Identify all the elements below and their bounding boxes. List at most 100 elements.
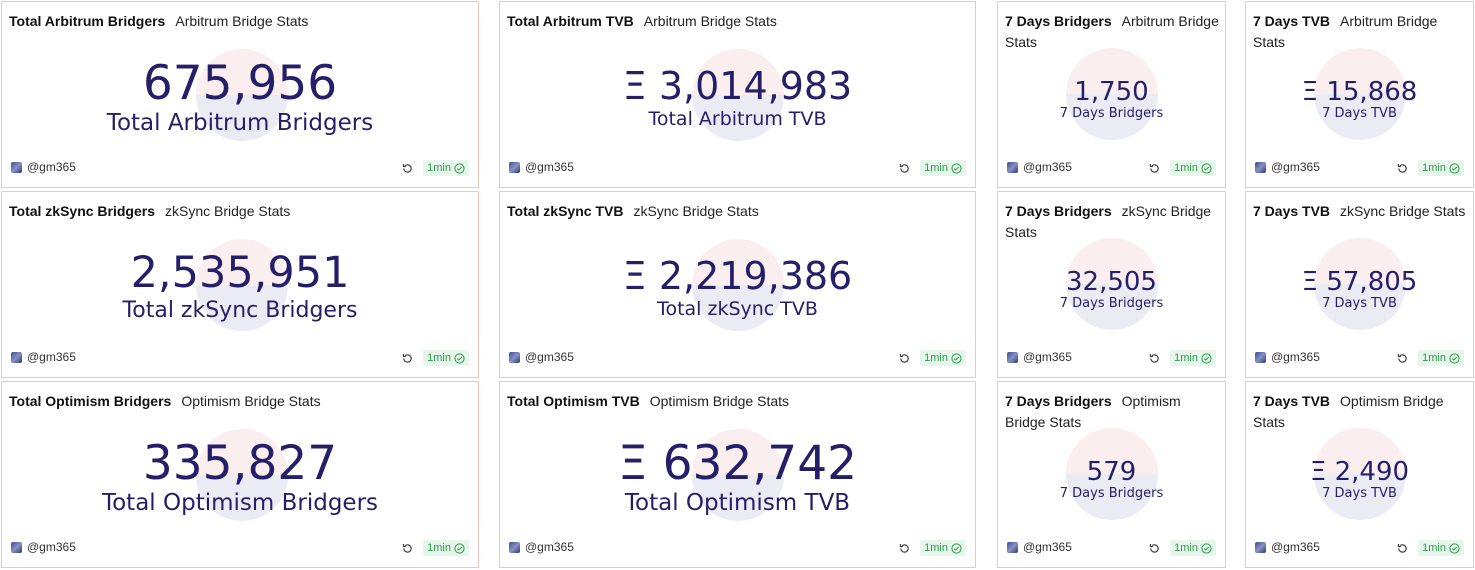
stat-card[interactable]: 7 Days Bridgers zkSync Bridge Stats 32,50…	[997, 191, 1226, 378]
author-name: @gm365	[525, 160, 574, 174]
stat-card[interactable]: 7 Days TVB Optimism Bridge Stats Ξ 2,490 …	[1245, 381, 1474, 568]
card-title: 7 Days TVB	[1253, 393, 1331, 409]
author[interactable]: @gm365	[1007, 350, 1072, 364]
card-footer: @gm365 1min	[1255, 350, 1464, 368]
stat-label: 7 Days TVB	[1322, 106, 1397, 121]
refresh-icon[interactable]	[401, 352, 414, 365]
stat-card[interactable]: 7 Days Bridgers Optimism Bridge Stats 579…	[997, 381, 1226, 568]
card-footer: @gm365 1min	[11, 160, 469, 178]
check-circle-icon	[1201, 352, 1212, 364]
author-name: @gm365	[1271, 350, 1320, 364]
author[interactable]: @gm365	[1255, 540, 1320, 554]
author[interactable]: @gm365	[11, 350, 76, 364]
card-title: 7 Days Bridgers	[1005, 203, 1112, 219]
refresh-icon[interactable]	[898, 162, 911, 175]
author-name: @gm365	[27, 350, 76, 364]
author[interactable]: @gm365	[509, 540, 574, 554]
card-footer: @gm365 1min	[11, 350, 469, 368]
card-subtitle: Arbitrum Bridge Stats	[643, 13, 777, 29]
refresh-icon[interactable]	[1396, 542, 1409, 555]
stat-label: 7 Days TVB	[1322, 296, 1397, 311]
avatar	[509, 161, 520, 173]
card-footer: @gm365 1min	[509, 350, 966, 368]
author[interactable]: @gm365	[11, 160, 76, 174]
backdrop-circle	[196, 239, 288, 331]
stat-value: Ξ 3,014,983	[622, 64, 853, 108]
refresh-icon[interactable]	[401, 542, 414, 555]
card-header: 7 Days TVB Arbitrum Bridge Stats	[1253, 11, 1467, 53]
author-name: @gm365	[525, 350, 574, 364]
refresh-interval: 1min	[1422, 542, 1446, 554]
author[interactable]: @gm365	[509, 160, 574, 174]
refresh-badge: 1min	[920, 540, 966, 556]
refresh-interval: 1min	[427, 542, 451, 554]
author[interactable]: @gm365	[1007, 540, 1072, 554]
author[interactable]: @gm365	[1007, 160, 1072, 174]
refresh-badge: 1min	[1418, 540, 1464, 556]
card-title: Total zkSync TVB	[507, 203, 624, 219]
refresh-interval: 1min	[427, 352, 451, 364]
card-header: Total Arbitrum Bridgers Arbitrum Bridge S…	[9, 11, 472, 32]
refresh-icon[interactable]	[1396, 162, 1409, 175]
card-subtitle: Arbitrum Bridge Stats	[175, 13, 309, 29]
stat-value: 335,827	[142, 436, 338, 491]
card-title: Total Optimism TVB	[507, 393, 640, 409]
card-header: 7 Days Bridgers Arbitrum Bridge Stats	[1005, 11, 1219, 53]
backdrop-circle	[1314, 428, 1406, 520]
card-subtitle: Optimism Bridge Stats	[649, 393, 790, 409]
check-circle-icon	[454, 352, 465, 364]
refresh-icon[interactable]	[1148, 162, 1161, 175]
check-circle-icon	[951, 542, 962, 554]
backdrop-circle	[692, 429, 784, 521]
stat-card[interactable]: Total zkSync Bridgers zkSync Bridge Stats…	[1, 191, 479, 378]
stat-card[interactable]: 7 Days TVB zkSync Bridge Stats Ξ 57,805 7…	[1245, 191, 1474, 378]
stat-card[interactable]: 7 Days TVB Arbitrum Bridge Stats Ξ 15,868…	[1245, 1, 1474, 188]
author[interactable]: @gm365	[1255, 350, 1320, 364]
stat-card[interactable]: Total Arbitrum TVB Arbitrum Bridge Stats …	[499, 1, 976, 188]
card-footer: @gm365 1min	[509, 160, 966, 178]
stat-value: Ξ 2,490	[1309, 457, 1410, 487]
stat-label: 7 Days Bridgers	[1059, 486, 1164, 501]
refresh-icon[interactable]	[401, 162, 414, 175]
refresh-icon[interactable]	[1396, 352, 1409, 365]
card-header: 7 Days TVB zkSync Bridge Stats	[1253, 201, 1467, 222]
stat-card[interactable]: 7 Days Bridgers Arbitrum Bridge Stats 1,7…	[997, 1, 1226, 188]
stat-block: 2,535,951 Total zkSync Bridgers	[2, 248, 478, 324]
card-subtitle: zkSync Bridge Stats	[165, 203, 291, 219]
check-circle-icon	[454, 542, 465, 554]
author-name: @gm365	[1023, 540, 1072, 554]
card-header: Total Arbitrum TVB Arbitrum Bridge Stats	[507, 11, 969, 32]
stat-block: Ξ 2,490 7 Days TVB	[1246, 458, 1473, 501]
stat-card[interactable]: Total zkSync TVB zkSync Bridge Stats Ξ 2,…	[499, 191, 976, 378]
card-title: Total Optimism Bridgers	[9, 393, 172, 409]
check-circle-icon	[951, 162, 962, 174]
stat-block: 335,827 Total Optimism Bridgers	[2, 436, 478, 517]
refresh-icon[interactable]	[898, 352, 911, 365]
refresh-icon[interactable]	[1148, 352, 1161, 365]
stat-value: 675,956	[142, 56, 338, 111]
author-name: @gm365	[1023, 350, 1072, 364]
stat-value: Ξ 632,742	[618, 436, 857, 491]
stat-block: Ξ 15,868 7 Days TVB	[1246, 78, 1473, 121]
refresh-badge: 1min	[1418, 160, 1464, 176]
stat-card[interactable]: Total Optimism Bridgers Optimism Bridge S…	[1, 381, 479, 568]
stat-label: Total zkSync Bridgers	[122, 298, 358, 323]
author[interactable]: @gm365	[509, 350, 574, 364]
card-title: 7 Days Bridgers	[1005, 393, 1112, 409]
author[interactable]: @gm365	[11, 540, 76, 554]
author-name: @gm365	[525, 540, 574, 554]
card-subtitle: Optimism Bridge Stats	[1005, 393, 1181, 430]
refresh-icon[interactable]	[898, 542, 911, 555]
stat-card[interactable]: Total Arbitrum Bridgers Arbitrum Bridge S…	[1, 1, 479, 188]
card-footer: @gm365 1min	[509, 540, 966, 558]
stat-card[interactable]: Total Optimism TVB Optimism Bridge Stats …	[499, 381, 976, 568]
author[interactable]: @gm365	[1255, 160, 1320, 174]
author-name: @gm365	[27, 160, 76, 174]
refresh-icon[interactable]	[1148, 542, 1161, 555]
stat-label: 7 Days TVB	[1322, 486, 1397, 501]
stat-value: 579	[1086, 457, 1137, 487]
card-subtitle: zkSync Bridge Stats	[1005, 203, 1212, 240]
author-name: @gm365	[1271, 160, 1320, 174]
card-header: 7 Days Bridgers zkSync Bridge Stats	[1005, 201, 1219, 243]
card-footer: @gm365 1min	[1255, 540, 1464, 558]
